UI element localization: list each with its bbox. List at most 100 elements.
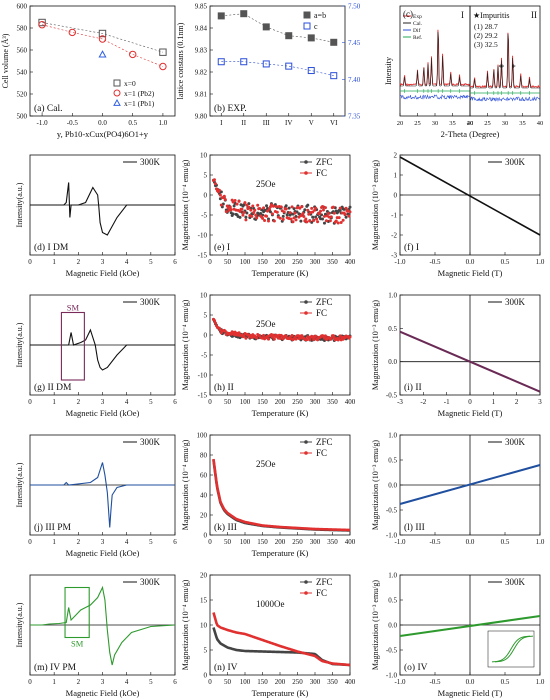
mh-line [399,156,541,236]
data-point [274,205,278,209]
x-tick-label: 6 [173,258,177,266]
data-point [247,205,251,209]
data-point [343,212,347,216]
data-point [258,207,262,211]
data-point [244,215,248,219]
x-tick-label: 1 [52,398,56,406]
data-point [308,219,312,223]
series-dif [469,96,541,102]
data-point [337,216,341,220]
legend-label: ZFC [316,437,333,447]
y-axis-label: Intensity(a.u.) [15,602,24,647]
spectrum-line [30,585,176,666]
y-tick-label: 9.85 [195,3,208,11]
x-tick-label: 0 [28,398,32,406]
data-point [98,50,107,58]
series-line [42,24,164,67]
x-tick-label: 20 [467,120,474,127]
x-tick-label: 400 [345,538,356,546]
x-tick-label: 0.5 [501,678,510,686]
panel-i: -3 -2 -1 0 1 2 3 Magnetic Field (T) -0.5 0.0 0.5 1.… [371,292,542,419]
data-point [244,218,248,222]
data-point [324,219,328,223]
legend-marker [304,311,308,315]
x-tick-label: 3 [101,538,105,546]
x-tick-label: 300 [310,258,321,266]
data-point [259,212,263,216]
x-tick-label: 6 [173,678,177,686]
data-point [332,211,336,215]
data-point [224,210,228,214]
panel-label: (m) IV PM [34,662,77,673]
x-tick-label: 30 [502,120,509,127]
data-point [217,58,225,66]
data-point [113,79,121,87]
data-point [98,29,107,38]
x-axis-label: Temperature (K) [252,548,309,558]
y-tick-label: 2 [394,152,398,160]
x-tick-label: 50 [224,258,232,266]
x-axis-label: Temperature (K) [252,408,309,418]
data-point [285,62,293,70]
data-point [338,208,342,212]
data-point [321,217,325,221]
data-point [348,210,352,214]
data-point [339,221,343,225]
data-point [312,218,316,222]
y-tick-label: 9.82 [195,69,208,77]
panel-n-frame [209,574,351,676]
y-axis-label: Magnetization (10⁻³ emu/g) [371,440,380,530]
legend-label: 300K [140,157,161,167]
data-point [275,210,279,214]
legend-label: Dif [413,27,421,34]
y2-tick-label: 7.35 [348,113,361,121]
data-point [270,212,274,216]
impurity-marker: * [500,63,504,72]
panel-label: (i) II [404,382,422,393]
legend-marker [304,300,308,304]
data-point [238,209,242,213]
legend-label: Cal. [413,21,423,27]
data-point [262,333,266,337]
data-point [212,319,216,323]
y-tick-label: -2 [391,232,397,240]
data-point [301,212,305,216]
legend-marker [304,591,308,595]
data-point [304,217,308,221]
data-point [38,18,46,27]
spectrum-line [30,182,175,236]
x-tick-label: 35 [449,120,456,127]
data-point [217,188,221,192]
data-point [330,38,338,46]
data-point [289,217,293,221]
y-tick-label: 580 [17,25,28,33]
legend-label: a=b [314,11,326,20]
y-tick-label: 0.5 [388,325,397,333]
y-tick-label: 80 [200,452,208,460]
x-tick-label: 350 [327,258,338,266]
x-tick-label: 350 [327,398,338,406]
y-tick-label: 0 [204,332,208,340]
field-annotation: 25Oe [256,179,276,189]
data-point [98,35,107,43]
y-axis-label: Intensity [384,57,393,85]
legend-label: 300K [505,157,526,167]
x-tick-label: 50 [224,678,232,686]
x-axis-label: Magnetic Field (kOe) [66,268,140,278]
y-tick-label: 5 [204,172,208,180]
y-tick-label: -1 [391,212,397,220]
data-point [285,213,289,217]
data-point [288,211,292,215]
y-axis-label: Intensity(a.u.) [15,322,24,367]
x-tick-label: 400 [345,258,356,266]
data-point [237,199,241,203]
x-tick-label: 400 [345,678,356,686]
x-tick-label: IV [285,119,292,127]
panel-o: -1.0 -0.5 0.0 0.5 1.0 Magnetic Field (T) -1.0 -… [371,572,545,699]
panel-label: (j) III PM [34,522,71,533]
data-point [334,219,338,223]
y-tick-label: 560 [17,47,28,55]
panel-k-frame [209,434,351,536]
